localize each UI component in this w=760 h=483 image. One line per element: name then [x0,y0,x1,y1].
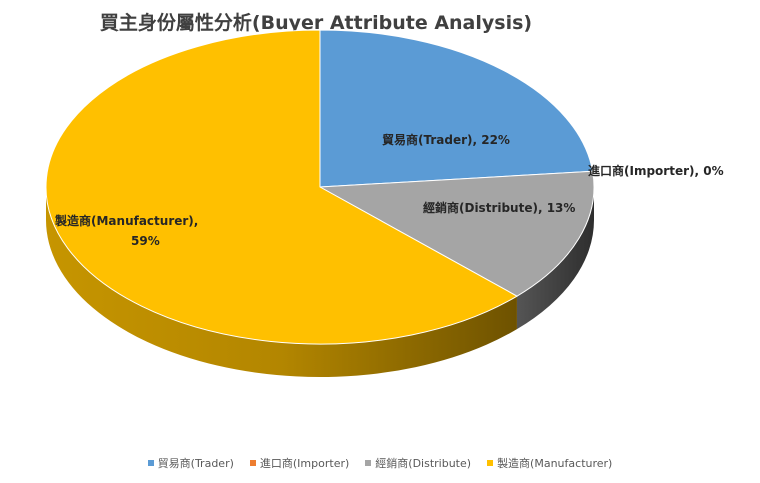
legend-swatch-distribute [365,460,372,466]
slice-label-trader: 貿易商(Trader), 22% [382,132,510,147]
legend-item-importer: 進口商(Importer) [249,455,350,471]
legend-item-distribute: 經銷商(Distribute) [365,455,471,471]
pie-side-walls [46,187,594,377]
legend-label-importer: 進口商(Importer) [259,457,350,470]
legend-swatch-importer [249,460,256,466]
pie-slice-3 [45,29,518,345]
chart-title: 買主身份屬性分析(Buyer Attribute Analysis) [99,12,533,34]
pie-side-2 [516,187,594,330]
legend-label-distribute: 經銷商(Distribute) [375,457,472,470]
legend-label-trader: 貿易商(Trader) [157,457,234,470]
slice-label-manufacturer-line1: 製造商(Manufacturer), [54,213,198,228]
legend-item-trader: 貿易商(Trader) [147,455,234,471]
pie-slice-2 [318,170,595,297]
pie-slices [45,29,595,345]
legend-swatch-manufacturer [487,460,494,466]
legend-swatch-trader [147,460,154,466]
pie-slice-0 [319,29,594,188]
slice-label-importer: 進口商(Importer), 0% [588,163,724,178]
legend-label-manufacturer: 製造商(Manufacturer) [497,457,613,470]
pie-side-3 [46,187,517,377]
slice-label-distribute: 經銷商(Distribute), 13% [423,200,575,215]
legend-item-manufacturer: 製造商(Manufacturer) [487,455,612,471]
slice-label-manufacturer-line2: 59% [131,234,160,248]
legend: 貿易商(Trader) 進口商(Importer) 經銷商(Distribute… [0,455,760,471]
